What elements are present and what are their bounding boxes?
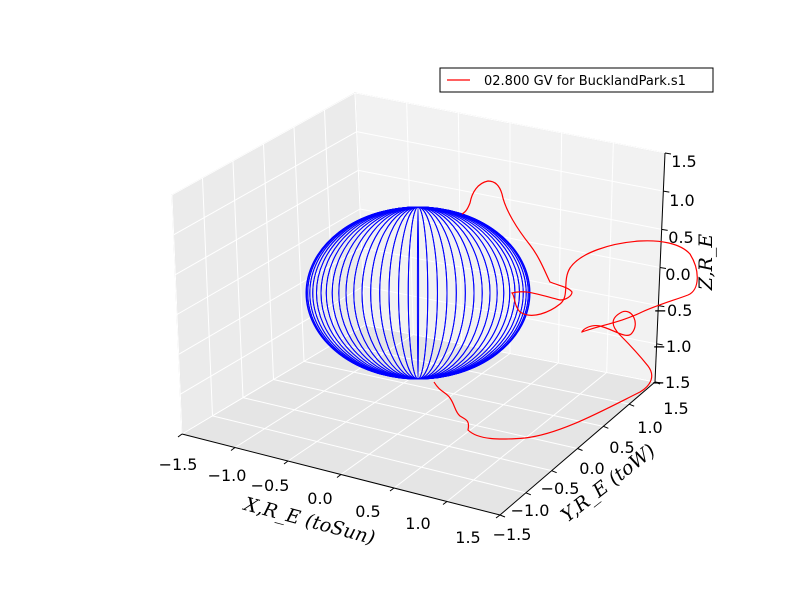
x-tick-label: −0.5 [251,476,290,495]
z-axis-label: Z,R_E [695,234,717,292]
y-tick-label: 0.0 [579,459,604,478]
trajectory-line [433,180,698,440]
z-tick-mark [661,228,668,231]
x-tick-label: 1.0 [405,514,430,533]
left-pane-grid-line [354,92,366,326]
x-tick-label: 0.5 [355,502,380,521]
z-tick-label: −1.5 [652,373,691,392]
y-tick-label: −0.5 [541,479,580,498]
floor-grid-line [364,324,656,383]
z-tick-mark [658,305,665,308]
y-tick-label: −1.5 [493,525,532,544]
y-tick-label: −1.0 [511,501,550,520]
x-tick-label: 0.0 [307,489,332,508]
x-tick-labels: −1.5 −1.0 −0.5 0.0 0.5 1.0 1.5 [159,455,481,547]
z-tick-mark [663,190,670,193]
y-tick-mark [499,514,506,518]
trajectory-series [433,180,698,440]
z-tick-mark [656,343,663,346]
x-tick-mark [177,433,183,438]
z-tick-label: 0.5 [668,228,693,247]
x-tick-label: −1.5 [159,455,198,474]
back-pane-grid-line [356,131,664,192]
left-pane-grid-line [173,131,357,236]
y-tick-labels: −1.5 −1.0 −0.5 0.0 0.5 1.0 1.5 [493,399,689,544]
z-tick-label: 0.0 [665,265,690,284]
floor-grid-line [334,342,630,405]
legend-box [439,67,714,93]
z-tick-label: −1.0 [653,337,692,356]
x-tick-mark [495,514,501,519]
y-tick-label: 1.0 [637,418,662,437]
z-tick-mark [659,267,667,269]
sphere-wireframe [305,206,531,380]
legend-entry-label: 02.800 GV for BucklandPark.s1 [484,74,686,89]
y-tick-label: 1.5 [663,399,688,418]
axis-lines [177,152,672,519]
x-tick-mark [442,501,448,505]
grid-lines [171,92,666,516]
x-tick-mark [230,447,236,451]
z-tick-labels: −1.5 −1.0 −0.5 0.0 0.5 1.0 1.5 [652,152,697,392]
back-pane-grid-line [354,92,666,154]
z-tick-label: 1.0 [669,191,694,210]
y-tick-label: 0.5 [609,438,634,457]
x-tick-label: 1.5 [455,528,480,547]
x-tick-mark [283,460,289,465]
y-tick-mark [577,448,583,451]
y-tick-mark [654,381,661,385]
z-tick-label: 1.5 [671,152,696,171]
y-tick-mark [603,425,609,429]
y-tick-mark [525,492,532,496]
y-tick-mark [628,403,635,407]
x-tick-mark [389,487,395,492]
z-tick-label: −0.5 [654,301,693,320]
x-tick-label: −1.0 [208,466,247,485]
z-tick-mark [664,152,672,155]
y-tick-mark [551,470,557,474]
left-pane-grid-line [171,92,356,196]
legend: 02.800 GV for BucklandPark.s1 [439,67,714,93]
x-tick-mark [336,474,342,478]
